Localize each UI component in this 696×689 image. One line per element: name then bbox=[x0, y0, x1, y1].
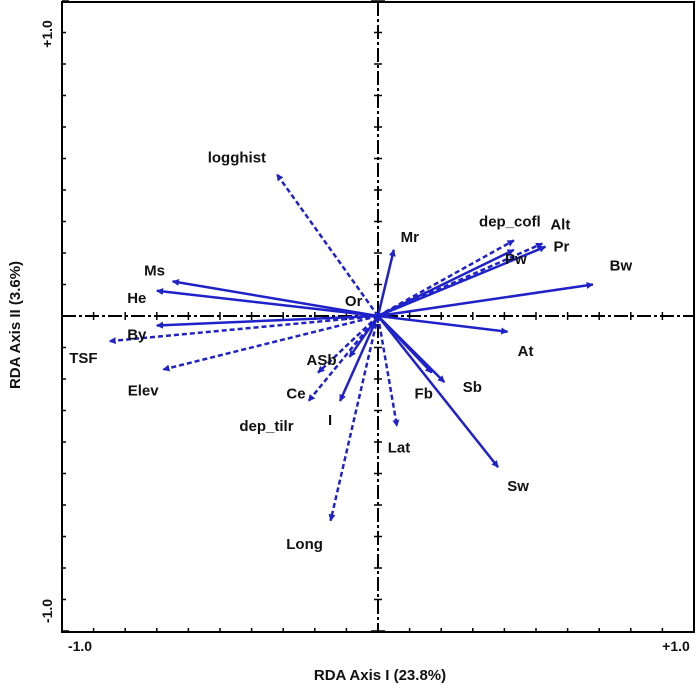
env-label-ce: Ce bbox=[286, 386, 305, 403]
env-arrow-dep-tilr bbox=[307, 315, 379, 402]
env-label-dep-cofl: dep_cofl bbox=[479, 213, 541, 230]
env-label-alt: Alt bbox=[550, 217, 570, 234]
species-label-fb: Fb bbox=[415, 386, 433, 403]
species-label-sw: Sw bbox=[507, 478, 529, 495]
env-arrow-dep-cofl bbox=[377, 239, 515, 318]
species-label-sb: Sb bbox=[463, 379, 482, 396]
species-label-by: By bbox=[127, 326, 147, 343]
env-label-or: Or bbox=[345, 293, 363, 310]
vector-label-layer: logghist Alt dep_cofl Or TSF Elev Ce dep_tilr La… bbox=[69, 149, 632, 553]
species-label-he: He bbox=[127, 290, 146, 307]
x-axis-title: RDA Axis I (23.8%) bbox=[314, 667, 446, 684]
species-arrow-asb bbox=[348, 315, 380, 358]
species-label-bw: Bw bbox=[610, 258, 633, 275]
vector-layer bbox=[108, 173, 594, 522]
env-arrow-tsf bbox=[108, 314, 379, 345]
species-label-mr: Mr bbox=[401, 229, 419, 246]
species-label-at: At bbox=[518, 343, 534, 360]
species-arrow-he bbox=[156, 288, 379, 318]
species-arrow-i bbox=[338, 315, 380, 402]
species-label-ms: Ms bbox=[144, 262, 165, 279]
species-label-pw: Pw bbox=[505, 251, 527, 268]
x-tick-min: -1.0 bbox=[68, 638, 92, 654]
y-axis-title: RDA Axis II (3.6%) bbox=[7, 261, 24, 389]
env-arrow-logghist bbox=[275, 173, 380, 317]
species-arrow-sw bbox=[377, 315, 500, 468]
species-label-asb: ASb bbox=[307, 352, 337, 369]
species-arrow-pr bbox=[377, 245, 547, 318]
env-label-long: Long bbox=[286, 536, 323, 553]
env-label-tsf: TSF bbox=[69, 350, 97, 367]
species-arrow-by bbox=[156, 314, 379, 329]
species-arrow-mr bbox=[376, 249, 396, 317]
species-arrow-bw bbox=[377, 281, 594, 318]
env-arrow-lat bbox=[376, 315, 400, 427]
env-label-lat: Lat bbox=[388, 439, 411, 456]
env-arrow-elev bbox=[162, 314, 379, 372]
env-arrow-alt bbox=[377, 242, 543, 318]
species-label-pr: Pr bbox=[554, 239, 570, 256]
x-tick-max: +1.0 bbox=[662, 638, 690, 654]
y-tick-min: -1.0 bbox=[39, 599, 55, 623]
species-arrow-pw bbox=[377, 248, 515, 318]
species-arrow-ms bbox=[171, 278, 379, 318]
env-label-elev: Elev bbox=[128, 383, 160, 400]
env-label-dep-tilr: dep_tilr bbox=[239, 418, 293, 435]
env-label-logghist: logghist bbox=[208, 149, 266, 166]
env-arrow-ce bbox=[317, 315, 379, 374]
env-arrow-long bbox=[328, 315, 380, 522]
species-arrow-at bbox=[377, 314, 509, 335]
y-tick-max: +1.0 bbox=[39, 20, 55, 48]
species-label-i: I bbox=[328, 412, 332, 429]
